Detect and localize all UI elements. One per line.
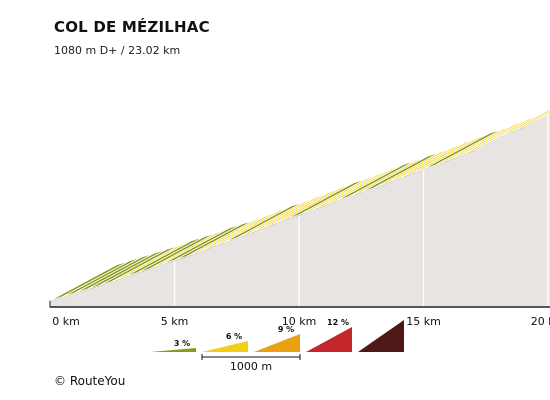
legend-label: 12 % <box>327 318 349 327</box>
legend-swatch <box>150 348 196 352</box>
waypoint-label: 623 m <box>366 0 403 3</box>
x-tick-label: 5 km <box>161 315 189 328</box>
waypoint-label: 934 m <box>503 0 540 3</box>
waypoint-label: 371 m <box>167 0 204 3</box>
legend-label: 3 % <box>174 339 190 348</box>
legend-swatch <box>202 341 248 352</box>
legend-label: 9 % <box>278 325 294 334</box>
waypoint-label: 725 m <box>404 0 441 3</box>
waypoint-label: 313 m <box>130 0 167 3</box>
waypoint-label: 821 m <box>454 0 491 3</box>
waypoint-label: 263 m <box>15 0 52 3</box>
chart-title: COL DE MÉZILHAC <box>54 18 210 36</box>
legend-swatch <box>358 320 404 352</box>
scale-bar-label: 1000 m <box>230 360 272 373</box>
profile-segment <box>535 112 550 122</box>
x-tick-label: 0 km <box>52 315 80 328</box>
waypoint-label: 552 m <box>279 0 316 3</box>
waypoint-label: 429 m <box>205 0 242 3</box>
legend-swatch <box>306 327 352 352</box>
x-tick-label: 10 km <box>282 315 317 328</box>
copyright-text: © RouteYou <box>54 374 126 388</box>
chart-subtitle: 1080 m D+ / 23.02 km <box>54 44 181 57</box>
profile-segment <box>510 110 550 133</box>
waypoint-label: 482 m <box>242 0 279 3</box>
legend-swatch <box>254 334 300 352</box>
x-tick-label: 20 km <box>531 315 550 328</box>
legend-label: 6 % <box>226 332 242 341</box>
profile-segment <box>497 108 550 138</box>
x-tick-label: 15 km <box>406 315 441 328</box>
